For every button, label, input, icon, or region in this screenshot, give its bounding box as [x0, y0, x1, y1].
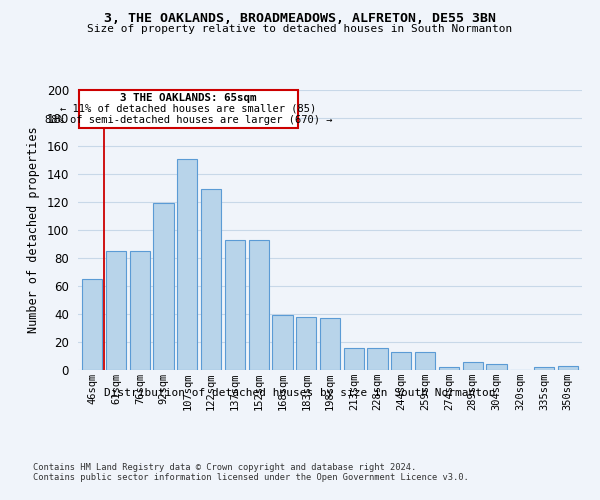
Text: Distribution of detached houses by size in South Normanton: Distribution of detached houses by size …	[104, 388, 496, 398]
Bar	[177, 158, 197, 370]
Bar	[272, 316, 293, 370]
Bar	[154, 204, 173, 370]
Bar	[201, 190, 221, 370]
Bar	[557, 366, 578, 370]
Y-axis label: Number of detached properties: Number of detached properties	[26, 126, 40, 334]
Text: 3 THE OAKLANDS: 65sqm: 3 THE OAKLANDS: 65sqm	[120, 92, 257, 102]
Bar	[439, 367, 459, 370]
Bar	[225, 240, 245, 370]
FancyBboxPatch shape	[79, 90, 298, 128]
Bar	[534, 367, 554, 370]
Bar	[367, 348, 388, 370]
Bar	[487, 364, 506, 370]
Bar	[106, 251, 126, 370]
Bar	[391, 352, 412, 370]
Bar	[296, 317, 316, 370]
Bar	[248, 240, 269, 370]
Bar	[415, 352, 435, 370]
Text: Contains HM Land Registry data © Crown copyright and database right 2024.: Contains HM Land Registry data © Crown c…	[33, 462, 416, 471]
Text: Size of property relative to detached houses in South Normanton: Size of property relative to detached ho…	[88, 24, 512, 34]
Bar	[344, 348, 364, 370]
Bar	[82, 279, 103, 370]
Text: 3, THE OAKLANDS, BROADMEADOWS, ALFRETON, DE55 3BN: 3, THE OAKLANDS, BROADMEADOWS, ALFRETON,…	[104, 12, 496, 26]
Bar	[463, 362, 483, 370]
Text: 88% of semi-detached houses are larger (670) →: 88% of semi-detached houses are larger (…	[45, 115, 332, 125]
Bar	[320, 318, 340, 370]
Bar	[130, 251, 150, 370]
Text: ← 11% of detached houses are smaller (85): ← 11% of detached houses are smaller (85…	[61, 104, 317, 114]
Text: Contains public sector information licensed under the Open Government Licence v3: Contains public sector information licen…	[33, 472, 469, 482]
